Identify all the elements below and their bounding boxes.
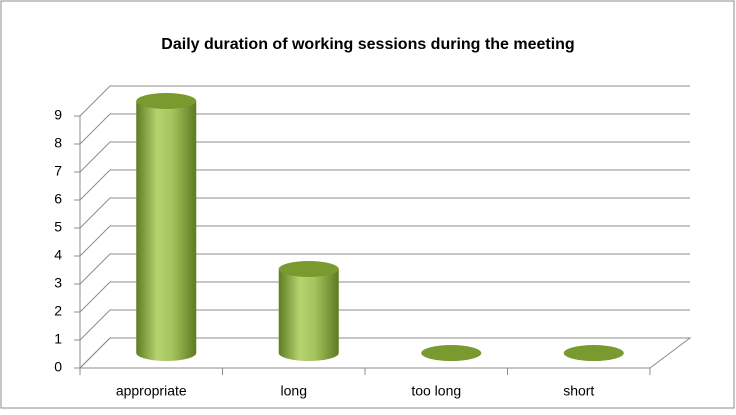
grid-line — [79, 253, 690, 285]
grid-line — [79, 169, 690, 201]
y-tick-label: 6 — [54, 191, 62, 207]
y-tick-label: 5 — [54, 219, 62, 235]
y-tick-label: 3 — [54, 275, 62, 291]
y-tick-label: 7 — [54, 163, 62, 179]
y-tick-label: 4 — [54, 247, 62, 263]
chart-title: Daily duration of working sessions durin… — [161, 36, 574, 53]
y-tick-label: 0 — [54, 359, 62, 375]
grid-line — [79, 309, 690, 341]
grid-line — [79, 113, 690, 145]
x-tick-label: too long — [411, 383, 461, 399]
bar-top — [136, 93, 197, 109]
grid-line — [79, 141, 690, 173]
bar — [136, 101, 197, 361]
bar-top — [278, 261, 339, 277]
grid-line — [79, 197, 690, 229]
y-tick-label: 1 — [54, 331, 62, 347]
grid-line — [79, 225, 690, 257]
grid-line — [79, 281, 690, 313]
y-tick-label: 9 — [54, 107, 62, 123]
bar — [278, 269, 339, 361]
x-tick-label: short — [563, 383, 594, 399]
x-tick-label: long — [281, 383, 307, 399]
grid-line — [79, 85, 690, 117]
bar-top — [563, 345, 624, 361]
y-tick-label: 2 — [54, 303, 62, 319]
x-tick-label: appropriate — [116, 383, 187, 399]
bar-top — [421, 345, 482, 361]
grid-line — [79, 337, 690, 369]
y-tick-label: 8 — [54, 135, 62, 151]
